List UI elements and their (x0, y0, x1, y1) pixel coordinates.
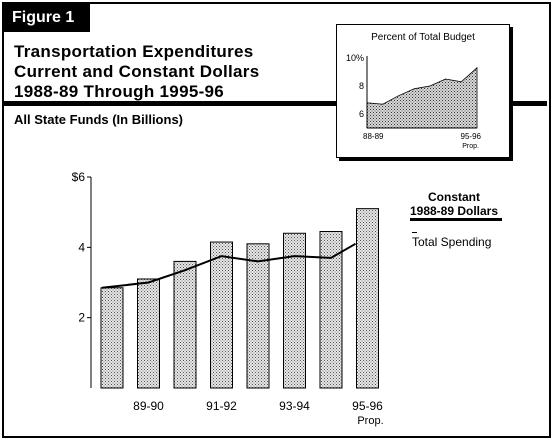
legend-constant-line (410, 218, 502, 221)
inset-chart: Percent of Total Budget 6 8 10% 88-89 95-96 P… (346, 32, 482, 150)
bar-88-89 (100, 287, 124, 389)
inset-x-sub-label: Prop. (462, 143, 479, 150)
x-tick-label-91-92: 91-92 (206, 399, 237, 413)
x-tick-label-93-94: 93-94 (279, 399, 310, 413)
inset-chart-box: Percent of Total Budget 6 8 10% 88-89 95-96 P… (336, 24, 510, 158)
bar-94-95 (319, 231, 343, 389)
y-tick-label-6: $6 (72, 170, 86, 184)
inset-x-tick-label-88-89: 88-89 (363, 132, 384, 141)
inset-y-tick-label-10: 10% (346, 53, 364, 63)
constant-dollars-line-group (101, 242, 356, 289)
inset-plot-group: 6 8 10% 88-89 95-96 Prop. (346, 53, 482, 150)
y-tick-label-4: 4 (78, 240, 85, 254)
title-line-1: Transportation Expenditures (14, 42, 254, 61)
title-line-3: 1988-89 Through 1995-96 (14, 82, 225, 101)
legend-constant: Constant 1988-89 Dollars (404, 190, 504, 218)
inset-area (366, 66, 478, 129)
title-line-2: Current and Constant Dollars (14, 62, 260, 81)
inset-title: Percent of Total Budget (371, 32, 475, 43)
tick-labels-group: 2 4 $6 89-90 91-92 93-94 95-96 Prop. (72, 170, 384, 427)
bar-89-90 (137, 278, 160, 389)
legend-constant-label-1: Constant (428, 190, 480, 204)
bar-91-92 (210, 241, 233, 389)
subtitle: All State Funds (In Billions) (14, 112, 183, 127)
y-tick-label-2: 2 (78, 311, 85, 325)
bars-group (100, 208, 379, 389)
inset-y-tick-label-8: 8 (359, 81, 364, 91)
inset-y-tick-label-6: 6 (359, 109, 364, 119)
bar-93-94 (283, 232, 306, 389)
legend-constant-label-2: 1988-89 Dollars (409, 204, 499, 218)
axes-group (87, 176, 92, 388)
bar-90-91 (173, 260, 197, 389)
bar-92-93 (246, 243, 270, 389)
bar-95-96 (356, 208, 379, 389)
legend-total-label: Total Spending (412, 235, 492, 249)
legend-total-marker (412, 232, 417, 233)
x-tick-label-89-90: 89-90 (133, 399, 164, 413)
header-rule (4, 101, 547, 106)
figure-label: Figure 1 (4, 4, 90, 32)
x-sub-label-95-96: Prop. (357, 415, 383, 427)
inset-x-tick-label-95-96: 95-96 (461, 132, 482, 141)
constant-dollars-line (101, 242, 356, 289)
x-tick-label-95-96: 95-96 (352, 399, 383, 413)
